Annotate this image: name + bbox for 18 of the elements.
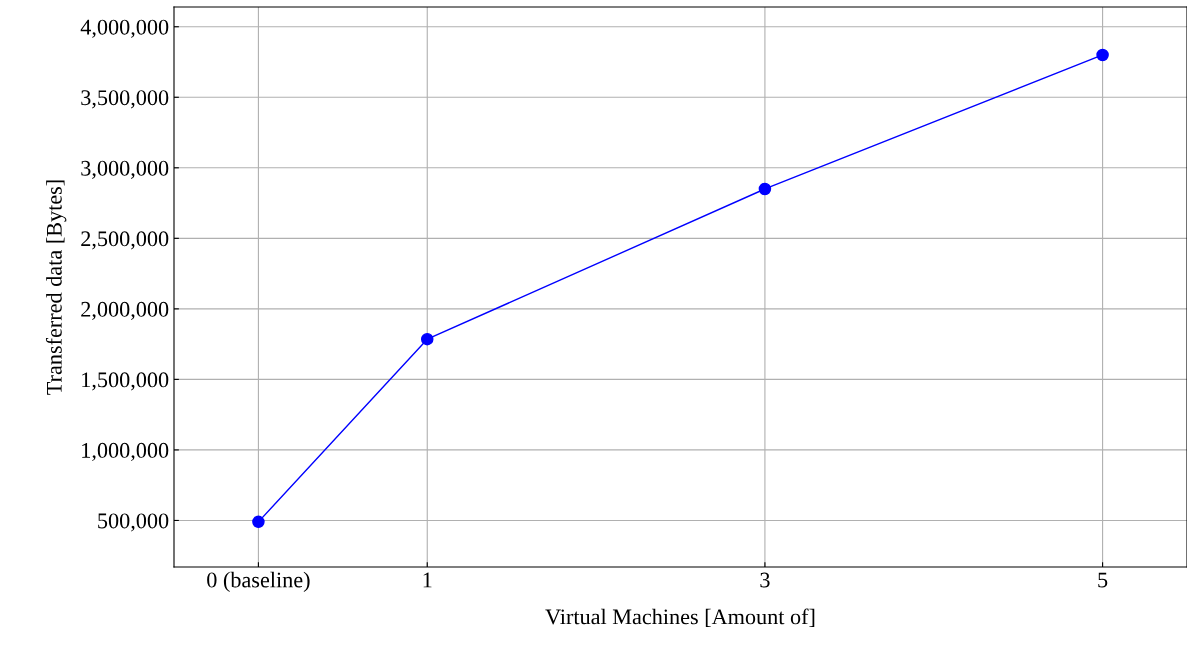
y-tick-label: 1,000,000 xyxy=(82,442,169,462)
x-tick-label: 0 (baseline) xyxy=(207,571,310,593)
x-axis-title: Virtual Machines [Amount of] xyxy=(545,608,815,628)
point xyxy=(420,332,434,346)
x-tick-label: 3 xyxy=(760,572,770,588)
y-tick-label: 3,500,000 xyxy=(81,90,169,109)
y-axis-title: Transferred data [Bytes] xyxy=(45,180,67,395)
y-tick-label: 3,000,000 xyxy=(81,160,169,179)
x-tick-label: 1 xyxy=(423,572,432,588)
y-tick-label: 2,000,000 xyxy=(81,301,169,320)
y-tick-label: 4,000,000 xyxy=(80,19,169,38)
x-tick-label: 5 xyxy=(1098,572,1108,588)
y-tick-label: 2,500,000 xyxy=(81,231,169,250)
y-tick-label: 500,000 xyxy=(98,513,169,532)
point xyxy=(252,515,265,529)
y-tick-label: 1,500,000 xyxy=(82,372,169,391)
point xyxy=(1096,48,1109,62)
point xyxy=(758,182,772,196)
